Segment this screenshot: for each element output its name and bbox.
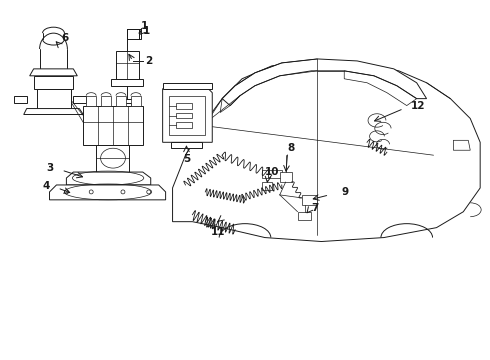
- Text: 12: 12: [411, 100, 425, 111]
- Text: 1: 1: [143, 26, 150, 36]
- Polygon shape: [297, 212, 312, 220]
- Polygon shape: [116, 51, 139, 79]
- Polygon shape: [163, 89, 212, 142]
- Polygon shape: [83, 105, 143, 145]
- Polygon shape: [24, 109, 83, 114]
- Text: 8: 8: [288, 143, 295, 153]
- Text: 2: 2: [145, 56, 152, 66]
- Text: 4: 4: [42, 181, 49, 191]
- Polygon shape: [119, 99, 135, 103]
- Polygon shape: [163, 83, 212, 89]
- Polygon shape: [86, 96, 96, 105]
- Text: 11: 11: [211, 227, 225, 237]
- Polygon shape: [49, 185, 166, 200]
- Polygon shape: [101, 96, 111, 105]
- Text: 9: 9: [341, 187, 348, 197]
- Polygon shape: [172, 61, 480, 242]
- Text: 3: 3: [46, 163, 53, 173]
- Polygon shape: [66, 172, 151, 185]
- Text: 10: 10: [265, 167, 279, 177]
- Text: 5: 5: [183, 154, 190, 164]
- Polygon shape: [171, 142, 202, 148]
- Text: 6: 6: [61, 33, 69, 43]
- Polygon shape: [131, 96, 141, 105]
- Polygon shape: [280, 172, 292, 182]
- Polygon shape: [34, 76, 74, 89]
- Polygon shape: [14, 96, 26, 103]
- Polygon shape: [222, 59, 427, 105]
- Polygon shape: [74, 96, 86, 103]
- Text: 1: 1: [141, 21, 148, 31]
- Text: 7: 7: [312, 203, 319, 213]
- Polygon shape: [301, 195, 318, 205]
- Polygon shape: [116, 96, 126, 105]
- Polygon shape: [262, 182, 272, 190]
- Polygon shape: [30, 69, 77, 76]
- Polygon shape: [111, 79, 143, 86]
- Polygon shape: [96, 145, 129, 172]
- Polygon shape: [37, 89, 72, 109]
